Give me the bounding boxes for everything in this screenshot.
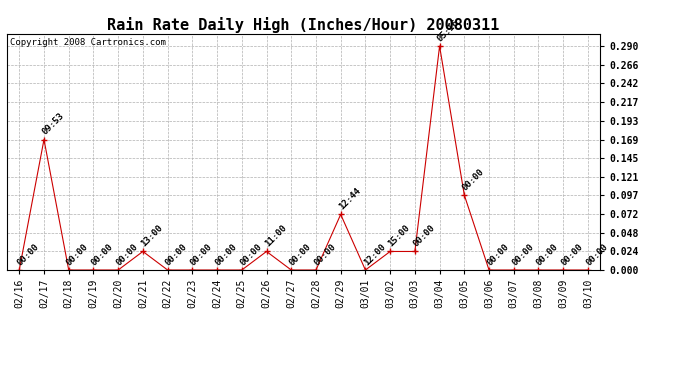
Text: 00:00: 00:00 [560, 242, 585, 267]
Text: 00:00: 00:00 [16, 242, 41, 267]
Text: 00:00: 00:00 [485, 242, 511, 267]
Text: 00:00: 00:00 [164, 242, 189, 267]
Text: 00:00: 00:00 [238, 242, 264, 267]
Text: 05:16: 05:16 [436, 18, 461, 43]
Text: 13:00: 13:00 [139, 223, 164, 248]
Text: 00:00: 00:00 [313, 242, 337, 267]
Text: 11:00: 11:00 [263, 223, 288, 248]
Text: 00:00: 00:00 [115, 242, 140, 267]
Text: 00:00: 00:00 [535, 242, 560, 267]
Text: 12:44: 12:44 [337, 186, 362, 211]
Text: 00:00: 00:00 [90, 242, 115, 267]
Text: 00:00: 00:00 [288, 242, 313, 267]
Text: 00:00: 00:00 [213, 242, 239, 267]
Text: 00:00: 00:00 [461, 166, 486, 192]
Text: 12:00: 12:00 [362, 242, 387, 267]
Text: 00:00: 00:00 [65, 242, 90, 267]
Text: Copyright 2008 Cartronics.com: Copyright 2008 Cartronics.com [10, 39, 166, 48]
Title: Rain Rate Daily High (Inches/Hour) 20080311: Rain Rate Daily High (Inches/Hour) 20080… [108, 16, 500, 33]
Text: 00:00: 00:00 [584, 242, 609, 267]
Text: 00:00: 00:00 [510, 242, 535, 267]
Text: 00:00: 00:00 [411, 223, 437, 248]
Text: 00:00: 00:00 [188, 242, 214, 267]
Text: 15:00: 15:00 [386, 223, 412, 248]
Text: 09:53: 09:53 [40, 111, 66, 136]
